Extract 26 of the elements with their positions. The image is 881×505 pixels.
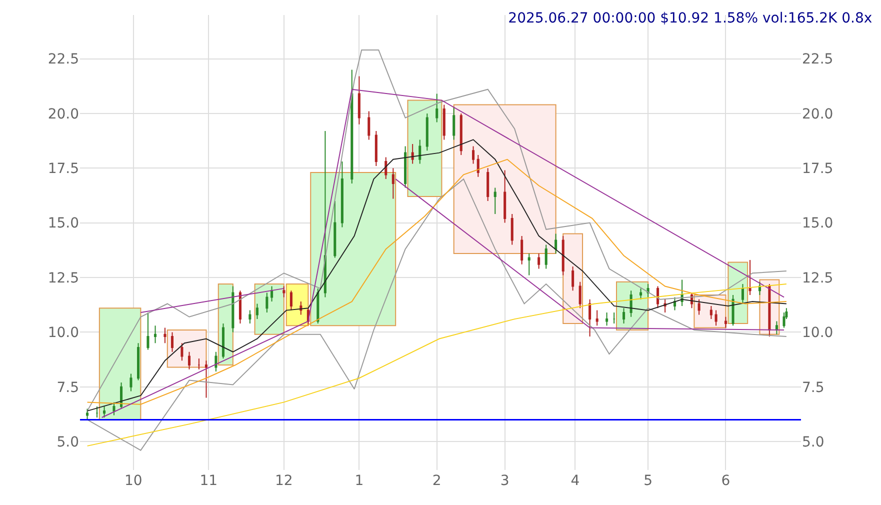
x-tick-label: 12: [275, 473, 293, 489]
y2-tick-label: 10.0: [802, 325, 834, 342]
x-tick-label: 4: [570, 473, 580, 489]
y-tick-label: 5.0: [56, 434, 79, 450]
y-tick-label: 15.0: [48, 216, 79, 232]
y2-tick-label: 22.5: [802, 52, 834, 68]
y-tick-label: 10.0: [48, 325, 79, 342]
y2-tick-label: 17.5: [802, 161, 834, 178]
y-tick-label: 7.5: [56, 380, 79, 396]
y-tick-label: 20.0: [48, 106, 79, 122]
y2-tick-label: 12.5: [802, 270, 834, 286]
y2-tick-label: 20.0: [802, 106, 834, 122]
x-tick-label: 2: [432, 473, 442, 489]
y-tick-label: 22.5: [48, 52, 79, 68]
y-tick-label: 12.5: [48, 270, 79, 286]
y-tick-label: 17.5: [48, 161, 79, 178]
y2-tick-label: 5.0: [802, 434, 824, 450]
x-tick-label: 10: [124, 473, 142, 489]
x-tick-label: 11: [200, 473, 218, 489]
y2-tick-label: 15.0: [802, 216, 834, 232]
x-tick-label: 5: [644, 473, 653, 489]
x-tick-label: 1: [354, 473, 364, 489]
x-tick-label: 6: [721, 473, 730, 489]
chart-title: 2025.06.27 00:00:00 $10.92 1.58% vol:165.2K 0.8x: [508, 10, 872, 26]
y2-tick-label: 7.5: [802, 380, 824, 396]
x-tick-label: 3: [500, 473, 510, 489]
